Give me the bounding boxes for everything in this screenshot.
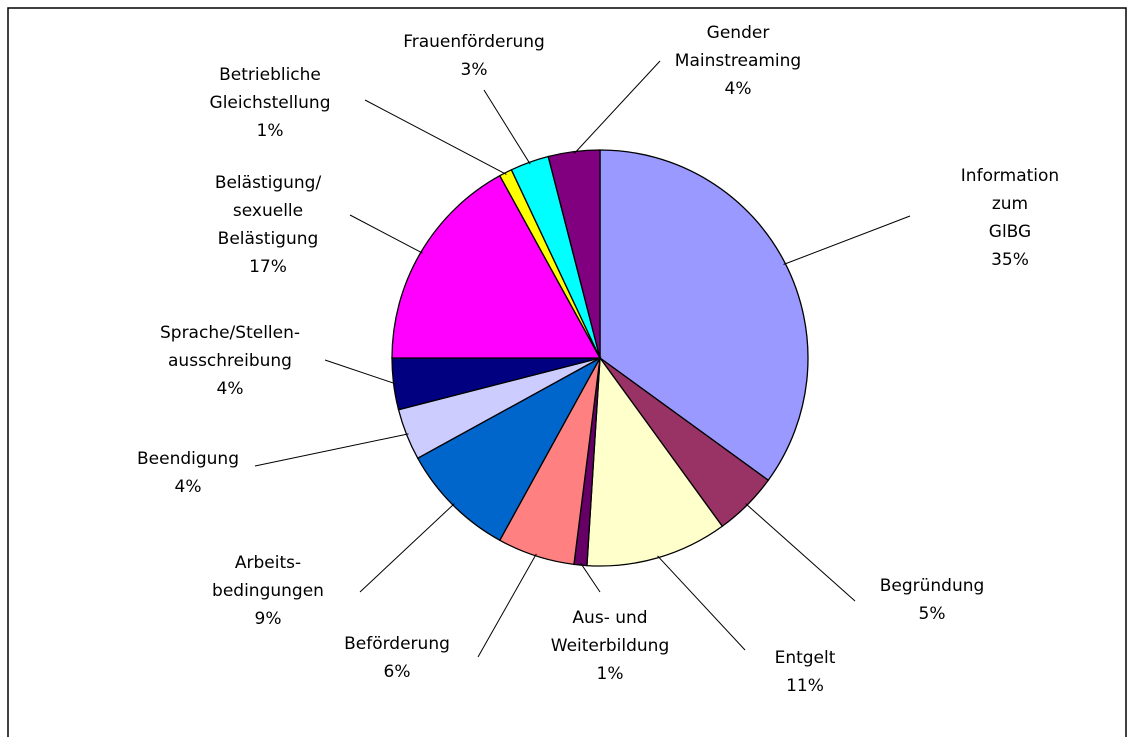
value-label: 6% [383,662,411,682]
leader-line [359,503,455,593]
slice-label: Beendigung 4% [137,445,239,501]
slice-label: Begründung 5% [880,572,985,628]
value-label: 1% [596,664,624,684]
leader-line [580,562,601,593]
leader-line [483,89,531,165]
slice-label: Gender Mainstreaming 4% [675,19,801,103]
pie-slice [586,356,724,567]
leader-line [349,214,423,254]
category-label: Beförderung [344,634,450,654]
value-label: 1% [256,121,284,141]
value-label: 35% [991,250,1029,270]
slice-label: Sprache/Stellen- ausschreibung 4% [160,319,300,403]
pie-slice [547,149,601,359]
value-label: 4% [216,379,244,399]
category-label: Information zum GlBG [960,166,1060,242]
slice-label: Belästigung/ sexuelle Belästigung 17% [215,169,321,281]
category-label: Begründung [879,576,985,596]
leader-line [254,433,409,467]
category-label: Arbeits- bedingungen [212,553,324,601]
category-label: Belästigung/ sexuelle Belästigung [214,173,322,249]
slice-label: Betriebliche Gleichstellung 1% [210,61,331,145]
leader-line [477,553,537,658]
leader-line [657,555,746,651]
slice-label: Aus- und Weiterbildung 1% [551,604,669,688]
slice-label: Arbeits- bedingungen 9% [212,549,324,633]
leader-line [364,99,507,175]
value-label: 9% [254,609,282,629]
value-label: 3% [460,60,488,80]
category-label: Gender Mainstreaming [674,23,802,71]
slice-label: Frauenförderung 3% [403,28,545,84]
slice-label: Entgelt 11% [775,644,836,700]
category-label: Aus- und Weiterbildung [550,608,670,656]
category-label: Entgelt [774,648,836,668]
value-label: 4% [724,79,752,99]
slice-label: Beförderung 6% [344,630,450,686]
category-label: Beendigung [137,449,239,469]
value-label: 17% [249,257,287,277]
value-label: 4% [174,477,202,497]
slice-label: Information zum GlBG 35% [948,162,1072,274]
category-label: Frauenförderung [403,32,545,52]
value-label: 5% [918,604,946,624]
leader-line [783,215,911,265]
value-label: 11% [786,676,824,696]
category-label: Sprache/Stellen- ausschreibung [159,323,301,371]
leader-line [324,359,396,385]
category-label: Betriebliche Gleichstellung [209,65,331,113]
leader-line [573,60,661,154]
leader-line [745,503,856,602]
